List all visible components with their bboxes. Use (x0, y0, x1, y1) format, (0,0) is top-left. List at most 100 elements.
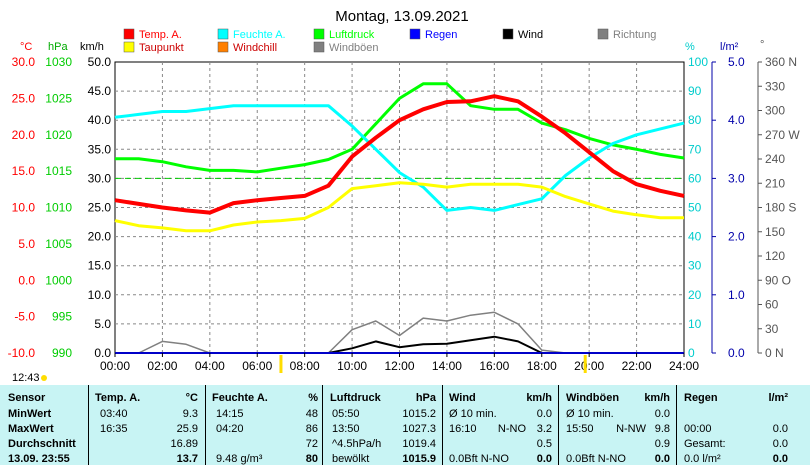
x-tick: 04:00 (195, 359, 225, 373)
pressure-unit: hPa (48, 41, 68, 53)
rain-time: 00:00 (684, 423, 712, 435)
gust-time: 0.0Bft N-NO (566, 453, 626, 465)
pressure-time: 05:50 (332, 408, 360, 420)
pressure-axis-tick: 995 (52, 310, 72, 324)
direction-axis-tick: 240 (765, 152, 785, 166)
rain-axis-tick: 1.0 (728, 288, 745, 302)
legend-swatch (217, 28, 229, 40)
row-label: Durchschnitt (8, 438, 76, 450)
wind-unit: km/h (80, 41, 104, 53)
direction-axis-tick: 150 (765, 225, 785, 239)
direction-axis-tick: 360 N (765, 55, 797, 69)
x-axis: 00:00 02:00 04:00 06:00 08:00 10:00 12:00 14:00… (100, 353, 699, 373)
x-tick: 24:00 (669, 359, 699, 373)
weather-chart: Montag, 13.09.2021 Temp. A. Feuchte A. Luf… (8, 8, 801, 384)
wind-time: 0.0Bft N-NO (449, 453, 509, 465)
legend-label: Temp. A. (139, 29, 182, 41)
wind-axis-tick: 35.0 (88, 142, 112, 156)
rain-value: 0.0 (772, 438, 788, 450)
temp-value: 25.9 (176, 423, 198, 435)
wind-time: 16:10 (449, 423, 477, 435)
legend-swatch (123, 28, 135, 40)
direction-axis-tick: 60 (765, 298, 779, 312)
table-divider (676, 385, 677, 465)
header-temp: Temp. A. (95, 392, 141, 404)
humidity-time: 04:20 (216, 423, 244, 435)
legend: Temp. A. Feuchte A. Luftdruck Regen Wind Rich… (123, 28, 656, 54)
temp-axis-tick: -5.0 (14, 310, 35, 324)
humidity-axis-tick: 60 (688, 171, 702, 185)
legend-swatch (313, 41, 325, 53)
legend-label: Wind (518, 29, 543, 41)
table-divider (205, 385, 206, 465)
humidity-axis-tick: 20 (688, 288, 702, 302)
humidity-axis-tick: 90 (688, 84, 702, 98)
temp-axis-tick: 10.0 (12, 201, 36, 215)
humidity-axis-tick: 80 (688, 113, 702, 127)
direction-axis-tick: 0 N (765, 346, 784, 360)
pressure-axis-tick: 1010 (45, 201, 72, 215)
humidity-axis-tick: 10 (688, 317, 702, 331)
header-humidity: Feuchte A. (212, 392, 268, 404)
legend-label: Richtung (613, 29, 656, 41)
rain-axis-tick: 0.0 (728, 346, 745, 360)
legend-swatch (502, 28, 514, 40)
wind-value: 0.5 (536, 438, 552, 450)
direction-axis-tick: 30 (765, 322, 779, 336)
humidity-value: 86 (305, 423, 318, 435)
pressure-value: 1015.9 (402, 453, 436, 465)
series-temp-a- (114, 94, 685, 215)
temp-axis-tick: 20.0 (12, 128, 36, 142)
wind-axis-tick: 15.0 (88, 259, 112, 273)
rain-axis-tick: 3.0 (728, 171, 745, 185)
x-tick: 08:00 (290, 359, 320, 373)
gust-time: Ø 10 min. (566, 408, 614, 420)
legend-label: Windchill (233, 42, 277, 54)
rain-axis-tick: 5.0 (728, 55, 745, 69)
temp-time: 16:35 (100, 423, 128, 435)
rain-axis-tick: 2.0 (728, 230, 745, 244)
legend-swatch (123, 41, 135, 53)
temp-axis-tick: 30.0 (12, 55, 36, 69)
x-tick: 10:00 (337, 359, 367, 373)
x-tick: 12:00 (384, 359, 414, 373)
wind-time: Ø 10 min. (449, 408, 497, 420)
header-humidity-unit: % (308, 392, 318, 404)
axis-units: °C hPa km/h% l/m² ° (20, 39, 764, 53)
chart-title: Montag, 13.09.2021 (335, 8, 468, 25)
temp-value: 16.89 (170, 438, 198, 450)
pressure-time: 13:50 (332, 423, 360, 435)
x-tick: 02:00 (147, 359, 177, 373)
humidity-unit: % (685, 41, 695, 53)
x-tick: 14:00 (432, 359, 462, 373)
x-tick: 16:00 (479, 359, 509, 373)
direction-axis-tick: 120 (765, 249, 785, 263)
header-sensor: Sensor (8, 392, 46, 404)
temp-axis-tick: 15.0 (12, 164, 36, 178)
humidity-time: 9.48 g/m³ (216, 453, 263, 465)
humidity-value: 72 (305, 438, 318, 450)
rain-time: Gesamt: (684, 438, 726, 450)
temp-unit: °C (20, 41, 32, 53)
wind-direction: N-NO (497, 423, 526, 435)
temp-value: 13.7 (176, 453, 198, 465)
direction-unit: ° (760, 39, 764, 51)
legend-label: Luftdruck (329, 29, 375, 41)
pressure-axis-tick: 1015 (45, 164, 72, 178)
header-pressure-unit: hPa (415, 392, 436, 404)
direction-axis-tick: 330 (765, 79, 785, 93)
wind-axis-tick: 0.0 (94, 346, 111, 360)
direction-axis-tick: 210 (765, 176, 785, 190)
row-label: 13.09. 23:55 (8, 453, 70, 465)
header-rain-unit: l/m² (768, 392, 788, 404)
table-divider (322, 385, 323, 465)
wind-axis-tick: 40.0 (88, 113, 112, 127)
row-label: MinWert (8, 408, 52, 420)
direction-axis-tick: 270 W (765, 128, 800, 142)
temp-value: 9.3 (182, 408, 198, 420)
header-wind-unit: km/h (526, 392, 552, 404)
humidity-axis-tick: 40 (688, 230, 702, 244)
temp-axis-tick: 0.0 (18, 273, 35, 287)
pressure-axis-tick: 1020 (45, 128, 72, 142)
wind-axis-tick: 5.0 (94, 317, 111, 331)
